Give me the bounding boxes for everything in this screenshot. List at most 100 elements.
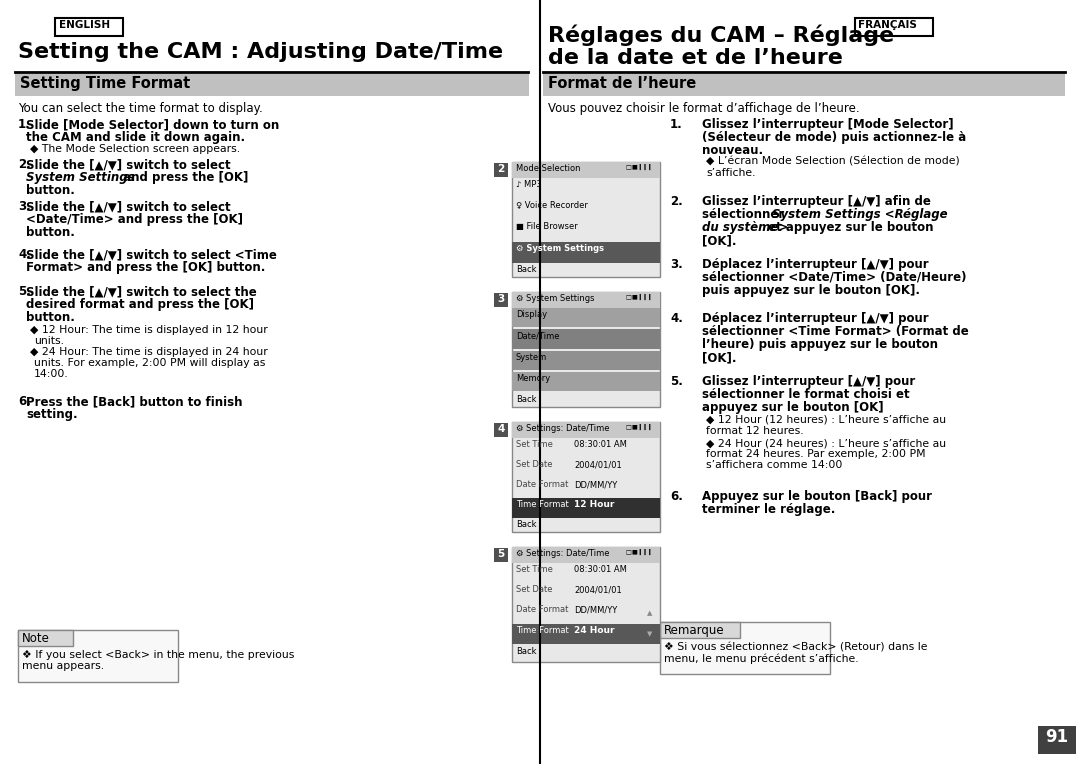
Bar xyxy=(543,74,1065,96)
Text: Vous pouvez choisir le format d’affichage de l’heure.: Vous pouvez choisir le format d’affichag… xyxy=(548,102,860,115)
Bar xyxy=(494,163,508,177)
Text: DD/MM/YY: DD/MM/YY xyxy=(573,606,618,614)
Text: format 12 heures.: format 12 heures. xyxy=(706,426,804,436)
Text: Note: Note xyxy=(22,632,50,645)
Bar xyxy=(512,162,660,277)
Text: and press the [OK]: and press the [OK] xyxy=(119,171,248,184)
Text: 5: 5 xyxy=(498,549,504,559)
Bar xyxy=(512,422,660,532)
Text: 08:30:01 AM: 08:30:01 AM xyxy=(573,440,626,449)
Bar xyxy=(15,74,529,96)
Bar xyxy=(512,547,660,662)
Text: Mode Selection: Mode Selection xyxy=(516,164,581,173)
Text: ♪ MP3: ♪ MP3 xyxy=(516,180,542,189)
Text: ⚙ System Settings: ⚙ System Settings xyxy=(516,294,594,303)
Text: Back: Back xyxy=(516,520,537,529)
Text: ▼: ▼ xyxy=(647,631,652,637)
Bar xyxy=(855,18,933,36)
Bar xyxy=(512,623,660,644)
Text: [OK].: [OK]. xyxy=(702,234,737,247)
Text: Slide the [▲/▼] switch to select <Time: Slide the [▲/▼] switch to select <Time xyxy=(26,248,276,261)
Text: Setting Time Format: Setting Time Format xyxy=(21,76,190,91)
Text: Back: Back xyxy=(516,647,537,656)
Bar xyxy=(18,630,178,682)
Bar xyxy=(660,622,740,638)
Bar xyxy=(512,351,660,370)
Text: [OK].: [OK]. xyxy=(702,351,737,364)
Bar xyxy=(1038,726,1076,754)
Text: puis appuyez sur le bouton [OK].: puis appuyez sur le bouton [OK]. xyxy=(702,284,920,297)
Text: 4.: 4. xyxy=(18,248,31,261)
Text: Glissez l’interrupteur [Mode Selector]: Glissez l’interrupteur [Mode Selector] xyxy=(702,118,954,131)
Text: □■ ▎▎▎: □■ ▎▎▎ xyxy=(626,294,654,300)
Text: terminer le réglage.: terminer le réglage. xyxy=(702,503,835,516)
Text: (Sélecteur de mode) puis actionnez-le à: (Sélecteur de mode) puis actionnez-le à xyxy=(702,131,967,144)
Text: Remarque: Remarque xyxy=(664,624,725,637)
Bar xyxy=(512,292,660,308)
Text: 12 Hour: 12 Hour xyxy=(573,500,615,509)
Text: ⚙ Settings: Date/Time: ⚙ Settings: Date/Time xyxy=(516,424,609,433)
Text: 3.: 3. xyxy=(670,258,683,271)
Text: ⚙ System Settings: ⚙ System Settings xyxy=(516,244,604,253)
Bar xyxy=(512,498,660,518)
Bar xyxy=(512,372,660,391)
Text: Set Date: Set Date xyxy=(516,585,553,594)
Bar xyxy=(512,547,660,563)
Text: 24 Hour: 24 Hour xyxy=(573,626,615,635)
Text: 2: 2 xyxy=(498,164,504,174)
Text: format 24 heures. Par exemple, 2:00 PM: format 24 heures. Par exemple, 2:00 PM xyxy=(706,449,926,459)
Bar xyxy=(494,423,508,437)
Bar xyxy=(660,622,831,674)
Text: 5.: 5. xyxy=(18,285,31,298)
Text: units.: units. xyxy=(33,336,64,346)
Text: Slide [Mode Selector] down to turn on: Slide [Mode Selector] down to turn on xyxy=(26,118,280,131)
Text: Display: Display xyxy=(516,310,548,319)
Text: sélectionner <Time Format> (Format de: sélectionner <Time Format> (Format de xyxy=(702,325,969,338)
Text: Date Format: Date Format xyxy=(516,480,568,489)
Text: 2004/01/01: 2004/01/01 xyxy=(573,460,622,469)
Bar xyxy=(512,329,660,348)
Text: ❖ If you select <Back> in the menu, the previous: ❖ If you select <Back> in the menu, the … xyxy=(22,650,295,660)
Text: 91: 91 xyxy=(1045,728,1068,746)
Bar xyxy=(494,548,508,562)
Text: 5.: 5. xyxy=(670,375,683,388)
Bar xyxy=(512,292,660,407)
Text: et appuyez sur le bouton: et appuyez sur le bouton xyxy=(764,221,933,234)
Text: 6.: 6. xyxy=(18,395,31,408)
Text: ◆ The Mode Selection screen appears.: ◆ The Mode Selection screen appears. xyxy=(30,144,240,154)
Bar xyxy=(512,308,660,327)
Bar xyxy=(18,630,73,646)
Text: Glissez l’interrupteur [▲/▼] afin de: Glissez l’interrupteur [▲/▼] afin de xyxy=(702,195,931,208)
Text: Réglages du CAM – Réglage: Réglages du CAM – Réglage xyxy=(548,24,894,46)
Text: units. For example, 2:00 PM will display as: units. For example, 2:00 PM will display… xyxy=(33,358,266,368)
Text: System Settings <Réglage: System Settings <Réglage xyxy=(772,208,947,221)
Text: DD/MM/YY: DD/MM/YY xyxy=(573,480,618,489)
Text: 2004/01/01: 2004/01/01 xyxy=(573,585,622,594)
Text: Slide the [▲/▼] switch to select the: Slide the [▲/▼] switch to select the xyxy=(26,285,257,298)
Text: 08:30:01 AM: 08:30:01 AM xyxy=(573,565,626,574)
Text: Déplacez l’interrupteur [▲/▼] pour: Déplacez l’interrupteur [▲/▼] pour xyxy=(702,312,929,325)
Text: 4: 4 xyxy=(497,424,504,434)
Text: Format de l’heure: Format de l’heure xyxy=(548,76,697,91)
Text: ◆ 12 Hour (12 heures) : L’heure s’affiche au: ◆ 12 Hour (12 heures) : L’heure s’affich… xyxy=(706,415,946,425)
Text: ■ File Browser: ■ File Browser xyxy=(516,222,578,231)
Text: setting.: setting. xyxy=(26,408,78,421)
Text: 14:00.: 14:00. xyxy=(33,369,69,379)
Text: Format> and press the [OK] button.: Format> and press the [OK] button. xyxy=(26,261,266,274)
Text: menu appears.: menu appears. xyxy=(22,661,104,671)
Text: s’affichera comme 14:00: s’affichera comme 14:00 xyxy=(706,460,842,470)
Text: de la date et de l’heure: de la date et de l’heure xyxy=(548,48,842,68)
Text: System: System xyxy=(516,352,548,361)
Text: Déplacez l’interrupteur [▲/▼] pour: Déplacez l’interrupteur [▲/▼] pour xyxy=(702,258,929,271)
Text: 3: 3 xyxy=(498,294,504,304)
Bar xyxy=(55,18,123,36)
Text: Glissez l’interrupteur [▲/▼] pour: Glissez l’interrupteur [▲/▼] pour xyxy=(702,375,915,388)
Text: Set Date: Set Date xyxy=(516,460,553,469)
Text: Memory: Memory xyxy=(516,374,550,383)
Text: □■ ▎▎▎: □■ ▎▎▎ xyxy=(626,164,654,170)
Text: Date Format: Date Format xyxy=(516,606,568,614)
Text: button.: button. xyxy=(26,184,75,197)
Text: Press the [Back] button to finish: Press the [Back] button to finish xyxy=(26,395,243,408)
Text: Appuyez sur le bouton [Back] pour: Appuyez sur le bouton [Back] pour xyxy=(702,490,932,503)
Text: <Date/Time> and press the [OK]: <Date/Time> and press the [OK] xyxy=(26,213,243,226)
